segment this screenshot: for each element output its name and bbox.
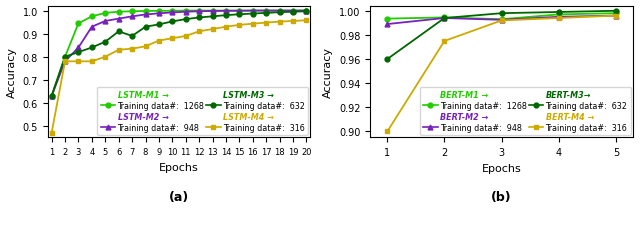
Y-axis label: Accuracy: Accuracy bbox=[7, 47, 17, 98]
Legend: BERT-M1 →, Training data#:  1268, BERT-M2 →, Training data#:  948, BERT-M3→, Tra: BERT-M1 →, Training data#: 1268, BERT-M2… bbox=[420, 87, 630, 135]
X-axis label: Epochs: Epochs bbox=[159, 162, 199, 172]
Y-axis label: Accuracy: Accuracy bbox=[323, 47, 333, 98]
Title: (b): (b) bbox=[492, 190, 512, 203]
Legend: LSTM-M1 →, Training data#:  1268, LSTM-M2 →, Training data#:  948, LSTM-M3 →, Tr: LSTM-M1 →, Training data#: 1268, LSTM-M2… bbox=[97, 87, 308, 135]
X-axis label: Epochs: Epochs bbox=[482, 163, 522, 173]
Title: (a): (a) bbox=[169, 190, 189, 203]
